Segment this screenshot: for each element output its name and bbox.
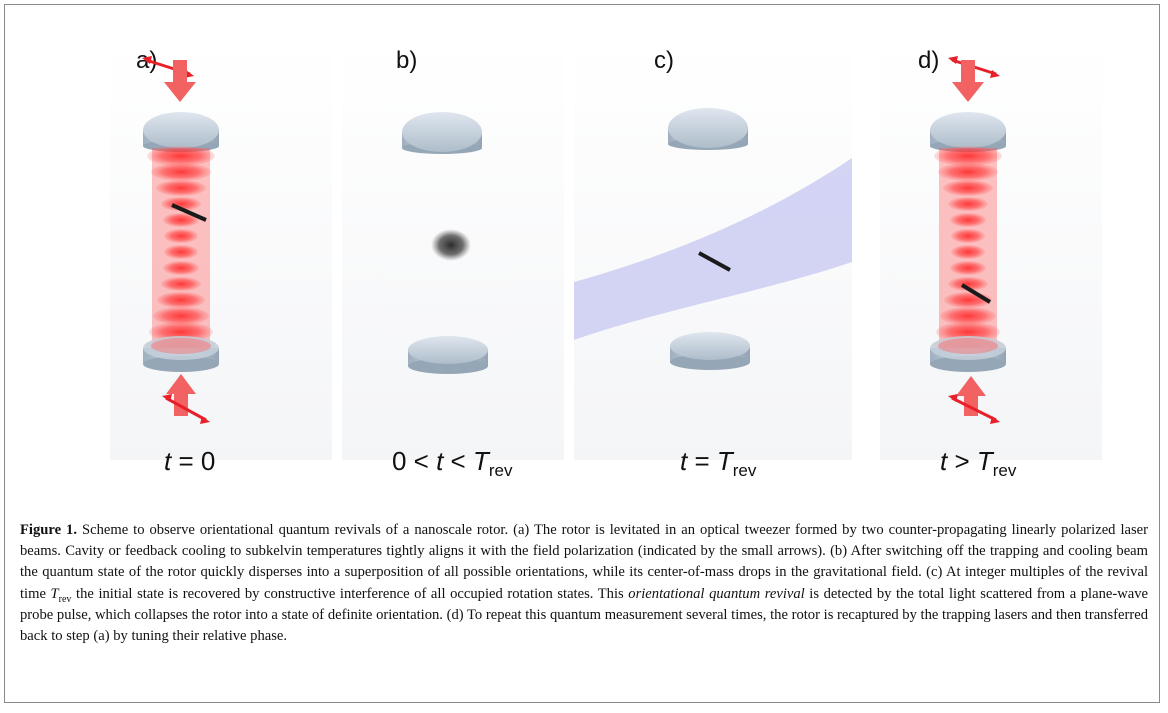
panel-d: d) xyxy=(918,47,1017,480)
top-lens xyxy=(402,112,482,154)
panel-b: b) 0 < t < Trev xyxy=(392,47,513,480)
panel-b-letter: b) xyxy=(396,47,417,74)
rotor xyxy=(960,283,992,304)
polarization-arrow-icon xyxy=(162,374,210,424)
panel-c: c) t = Trev xyxy=(574,47,852,480)
panel-d-background xyxy=(880,40,1102,460)
polarization-arrow-icon xyxy=(142,56,196,102)
figure-label: Figure 1. xyxy=(20,522,77,538)
trev-subscript: rev xyxy=(58,593,72,605)
panel-a-background xyxy=(110,40,332,460)
trev-symbol: T xyxy=(50,585,59,602)
bottom-lens xyxy=(143,336,219,372)
caption-text-1: Scheme to observe orientational quantum … xyxy=(20,522,1148,602)
panel-a-time-label: t = 0 xyxy=(164,446,215,476)
panel-c-letter: c) xyxy=(654,47,674,74)
panel-d-letter: d) xyxy=(918,47,939,74)
bottom-lens xyxy=(670,332,750,370)
polarization-arrow-icon xyxy=(948,56,1000,102)
panel-d-time-label: t > Trev xyxy=(940,446,1017,480)
panel-c-time-label: t = Trev xyxy=(680,446,757,480)
bottom-lens xyxy=(930,336,1006,372)
figure-illustration: a) xyxy=(110,40,1102,480)
dispersed-rotor-state xyxy=(431,229,471,261)
probe-beam xyxy=(574,158,852,340)
bottom-lens xyxy=(408,336,488,374)
laser-standing-wave xyxy=(932,146,1004,356)
rotor xyxy=(698,251,731,272)
top-lens xyxy=(668,108,748,150)
panel-b-time-label: 0 < t < Trev xyxy=(392,446,513,480)
polarization-arrow-icon xyxy=(948,376,1000,424)
laser-standing-wave xyxy=(145,146,217,356)
figure-caption: Figure 1. Scheme to observe orientationa… xyxy=(20,520,1148,647)
caption-text-2: the initial state is recovered by constr… xyxy=(71,585,629,602)
panel-a: a) xyxy=(136,47,219,476)
caption-italic-phrase: orientational quantum revival xyxy=(628,585,805,602)
rotor xyxy=(171,203,207,222)
caption-text-3: is detected by the total light scattered… xyxy=(20,585,1149,645)
